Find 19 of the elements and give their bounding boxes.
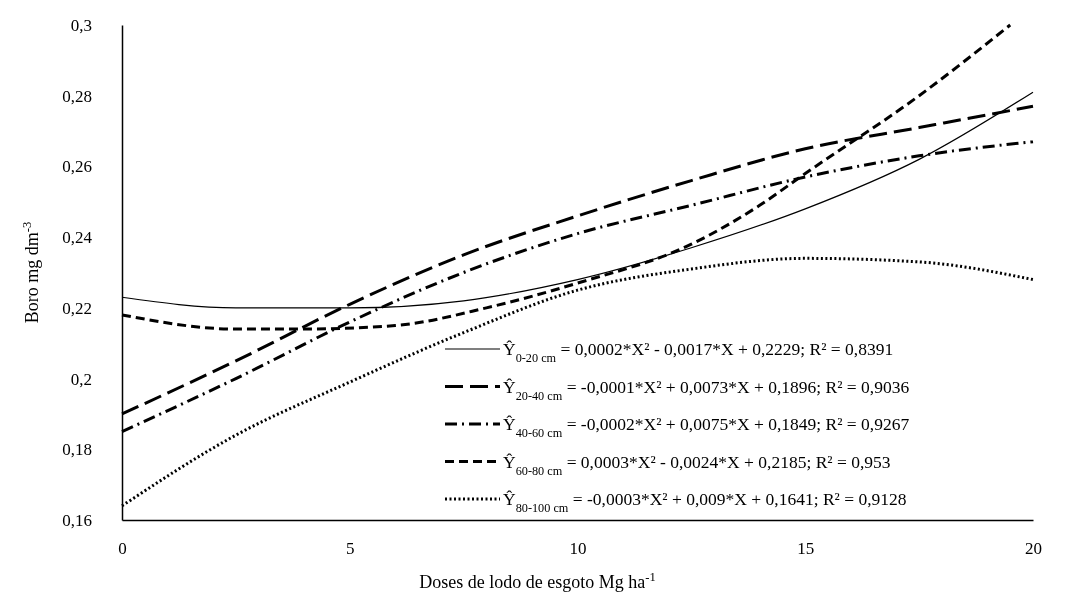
legend-label: Ŷ$_{80-100 cm}$ = -0,0003*X² + 0,009*X + 0,1641; R² = 0,9128 [503, 489, 907, 515]
legend-label: Ŷ$_{20-40 cm}$ = -0,0001*X² + 0,0073*X + 0,1896; R² = 0,9036 [503, 376, 910, 403]
y-tick-label: 0,24 [62, 228, 93, 248]
y-tick-label: 0,26 [62, 157, 92, 177]
legend-label: Ŷ$_{0-20 cm}$ = 0,0002*X² - 0,0017*X + 0,2229; R² = 0,8391 [503, 339, 894, 365]
x-tick-label: 20 [1025, 539, 1042, 559]
y-tick-label: 0,3 [70, 15, 92, 35]
x-tick-label: 10 [569, 539, 587, 559]
x-axis-title: Doses de lodo de esgoto Mg ha$^{-1}$ [419, 570, 656, 592]
y-tick-label: 0,2 [70, 369, 92, 389]
y-tick-label: 0,22 [62, 298, 92, 318]
legend-label: Ŷ$_{40-60 cm}$ = -0,0002*X² + 0,0075*X + 0,1849; R² = 0,9267 [503, 414, 910, 440]
y-tick-label: 0,28 [62, 86, 92, 106]
y-tick-label: 0,18 [62, 440, 92, 460]
y-tick-label: 0,16 [62, 510, 92, 530]
x-tick-label: 5 [346, 539, 355, 559]
x-tick-label: 15 [797, 539, 815, 559]
x-tick-label: 0 [118, 539, 127, 559]
legend-label: Ŷ$_{60-80 cm}$ = 0,0003*X² - 0,0024*X + 0,2185; R² = 0,953 [503, 451, 891, 478]
